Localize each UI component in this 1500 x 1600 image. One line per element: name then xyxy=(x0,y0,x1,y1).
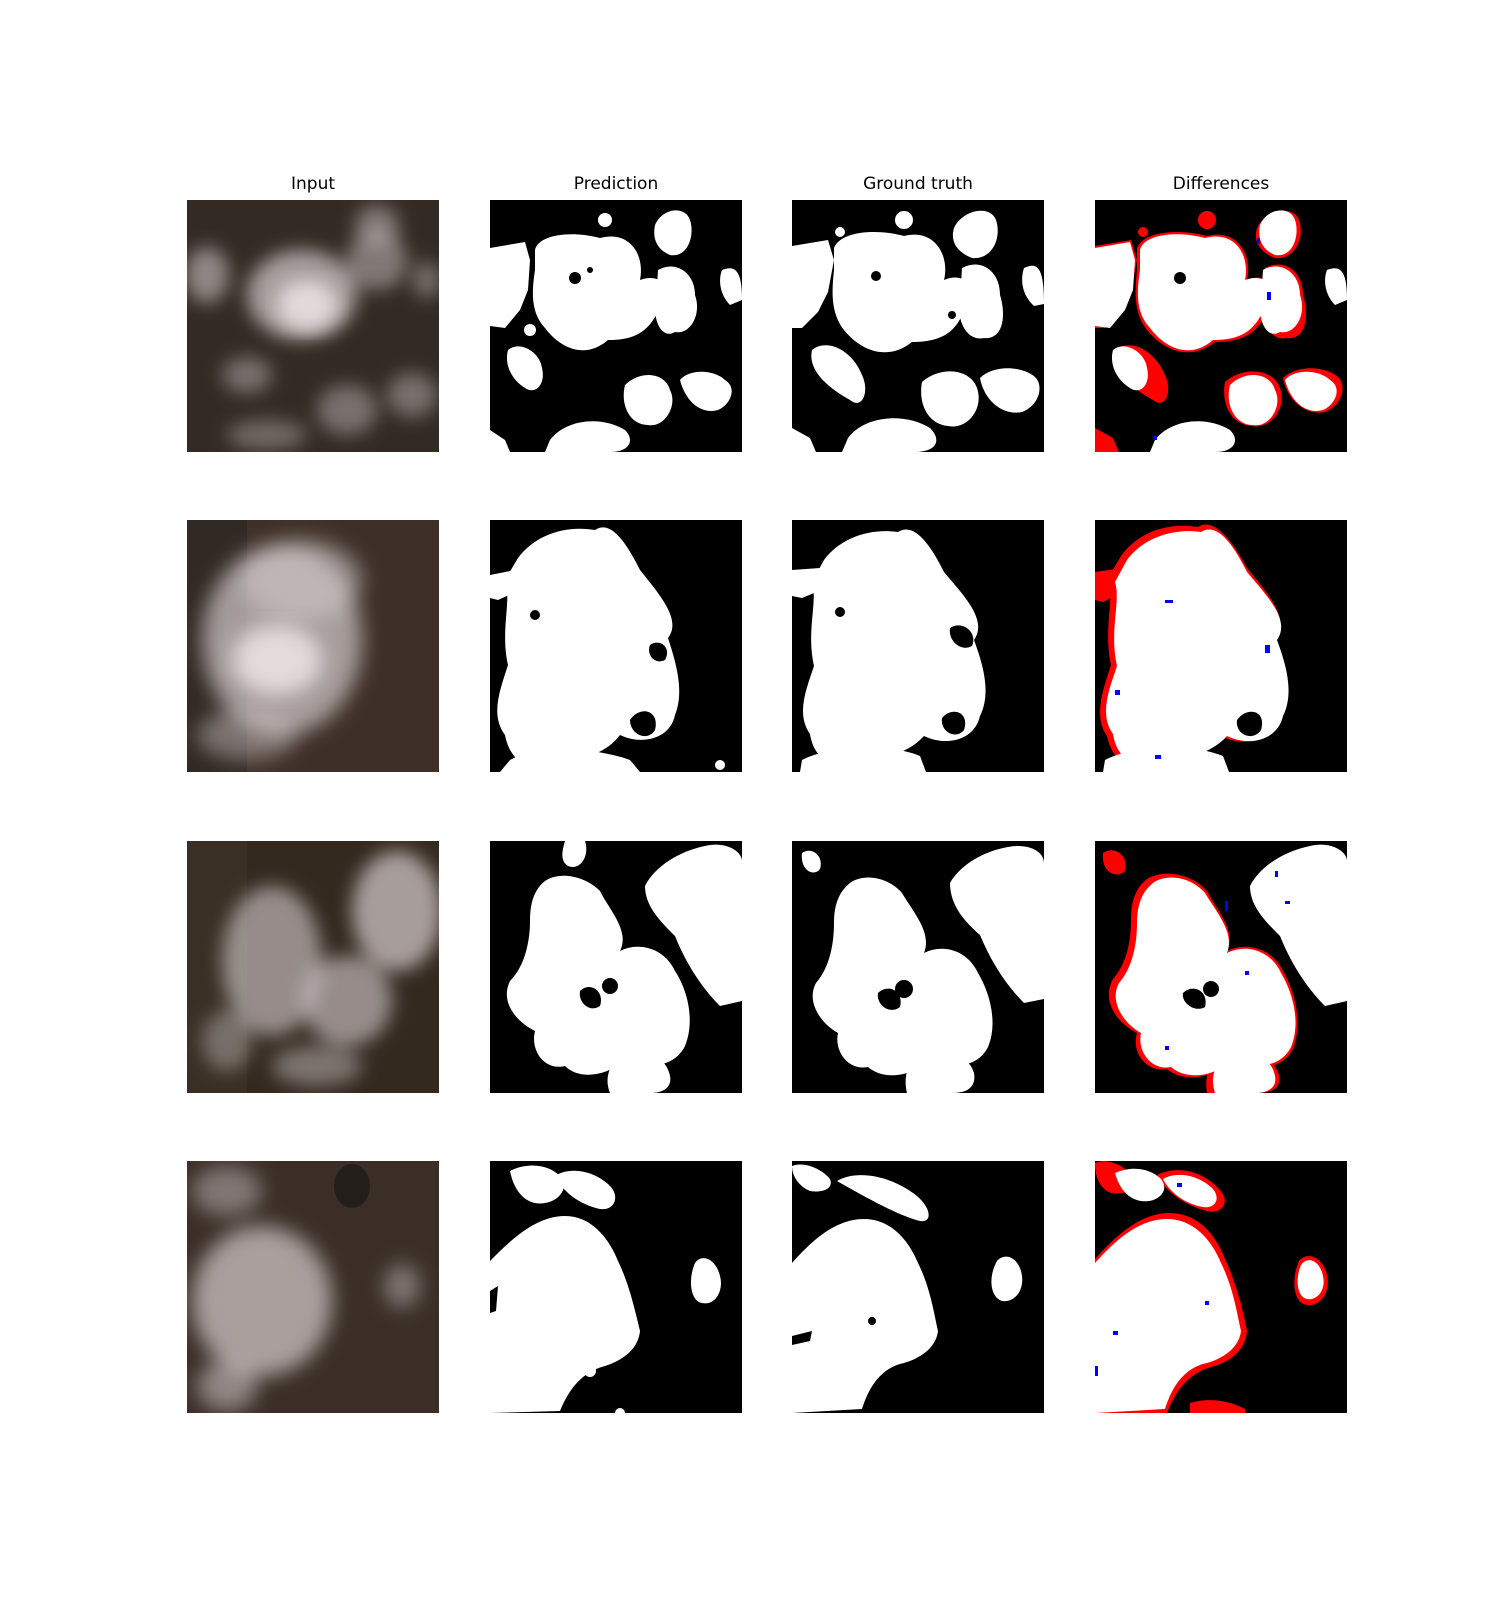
row3-input-image xyxy=(187,841,439,1093)
row1-prediction-mask xyxy=(490,200,742,452)
row3-differences-map xyxy=(1095,841,1347,1093)
row1-differences-map xyxy=(1095,200,1347,452)
column-title-ground-truth: Ground truth xyxy=(863,174,973,194)
row4-differences-map xyxy=(1095,1161,1347,1413)
row1-ground-truth-mask xyxy=(792,200,1044,452)
row4-ground-truth-mask xyxy=(792,1161,1044,1413)
column-title-prediction: Prediction xyxy=(573,174,659,194)
row2-prediction-mask xyxy=(490,520,742,772)
column-title-differences: Differences xyxy=(1172,174,1270,194)
row4-input-image xyxy=(187,1161,439,1413)
row2-ground-truth-mask xyxy=(792,520,1044,772)
row2-input-image xyxy=(187,520,439,772)
row2-differences-map xyxy=(1095,520,1347,772)
column-title-input: Input xyxy=(290,174,336,194)
row3-prediction-mask xyxy=(490,841,742,1093)
row4-prediction-mask xyxy=(490,1161,742,1413)
row3-ground-truth-mask xyxy=(792,841,1044,1093)
row1-input-image xyxy=(187,200,439,452)
